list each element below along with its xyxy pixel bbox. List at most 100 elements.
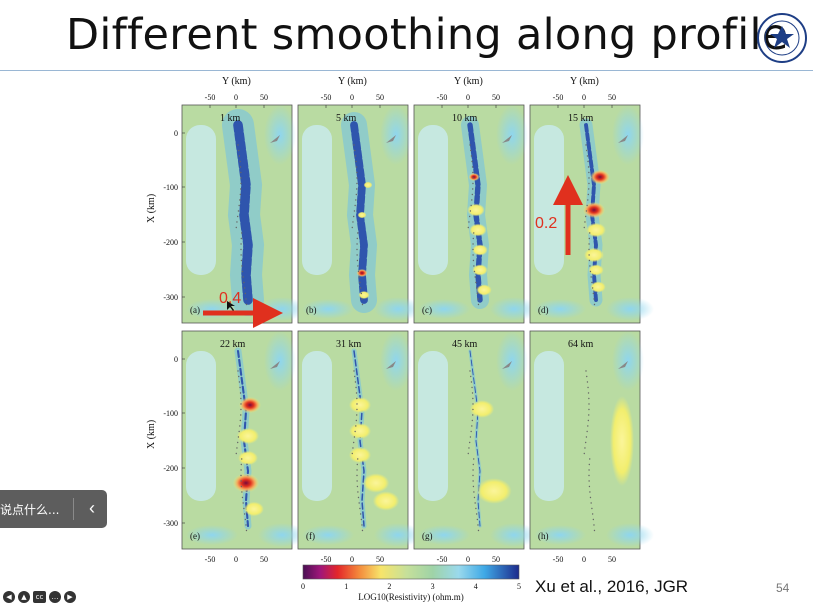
- station-marker: [355, 386, 357, 389]
- station-marker: [587, 392, 590, 394]
- station-marker: [360, 292, 363, 295]
- station-marker: [356, 474, 358, 477]
- more-options-icon[interactable]: …: [49, 591, 61, 603]
- station-marker: [588, 397, 590, 400]
- station-marker: [355, 199, 357, 201]
- station-marker: [235, 226, 237, 229]
- station-marker: [239, 425, 241, 427]
- station-marker: [356, 480, 358, 482]
- station-marker: [238, 430, 240, 433]
- y-axis-title: Y (km): [570, 76, 599, 87]
- station-marker: [238, 375, 240, 378]
- station-marker: [585, 436, 588, 438]
- panel-blue-zone: [186, 351, 216, 501]
- station-marker: [356, 177, 358, 179]
- station-marker: [359, 287, 362, 289]
- panel-depth-label: 1 km: [220, 113, 241, 124]
- station-marker: [472, 463, 475, 466]
- y-tick-label: -50: [437, 93, 448, 102]
- map-panel: 22 km (e): [181, 330, 306, 550]
- station-marker: [359, 507, 361, 510]
- panel-depth-label: 22 km: [220, 339, 246, 350]
- chat-side-panel[interactable]: 说点什么... ‹: [0, 490, 107, 528]
- station-marker: [593, 303, 596, 306]
- station-marker: [361, 529, 364, 532]
- station-marker: [357, 496, 360, 499]
- station-marker: [473, 232, 475, 234]
- panel-letter: (g): [422, 531, 433, 541]
- chevron-left-icon[interactable]: ‹: [89, 498, 95, 518]
- station-marker: [469, 370, 471, 372]
- conductor-band: [233, 120, 253, 305]
- y-tick-label: -50: [553, 93, 564, 102]
- station-marker: [472, 254, 474, 256]
- station-marker: [587, 160, 589, 163]
- station-marker: [589, 232, 591, 234]
- mouse-cursor-icon: [227, 301, 235, 311]
- station-marker: [238, 381, 241, 383]
- panel-letter: (h): [538, 531, 549, 541]
- station-marker: [587, 419, 590, 422]
- resistive-anomaly: [362, 473, 390, 493]
- previous-slide-icon[interactable]: ◀: [3, 591, 15, 603]
- panel-letter: (b): [306, 305, 317, 315]
- station-marker: [240, 254, 242, 256]
- station-marker: [587, 386, 589, 389]
- station-marker: [241, 232, 243, 234]
- station-marker: [584, 221, 586, 223]
- station-marker: [593, 529, 596, 532]
- y-axis-title: Y (km): [454, 76, 483, 87]
- panel-blue-zone: [374, 297, 422, 321]
- horizontal-arrow-label: 0.4: [219, 290, 241, 307]
- station-marker: [245, 529, 248, 532]
- station-marker: [357, 491, 359, 493]
- station-marker: [354, 375, 356, 378]
- station-marker: [355, 392, 358, 394]
- y-tick-label: 50: [608, 555, 616, 564]
- next-slide-icon[interactable]: ▶: [64, 591, 76, 603]
- station-marker: [470, 149, 472, 152]
- x-tick-label: -200: [163, 464, 178, 473]
- station-marker: [591, 281, 593, 284]
- x-tick-label: 0: [174, 355, 178, 364]
- station-marker: [475, 281, 477, 284]
- resistive-anomaly: [469, 223, 487, 237]
- resistive-anomaly: [238, 450, 258, 466]
- station-marker: [236, 215, 239, 218]
- station-marker: [468, 447, 470, 449]
- x-tick-label: 0: [174, 129, 178, 138]
- station-marker: [470, 375, 472, 378]
- station-marker: [472, 248, 474, 251]
- station-marker: [477, 524, 479, 526]
- captions-icon[interactable]: cc: [33, 591, 46, 603]
- station-marker: [583, 452, 585, 455]
- station-marker: [239, 419, 242, 422]
- station-marker: [585, 370, 587, 372]
- station-marker: [584, 441, 587, 444]
- station-marker: [235, 452, 237, 455]
- station-marker: [591, 513, 594, 515]
- chat-prompt-text[interactable]: 说点什么...: [0, 503, 60, 517]
- station-marker: [586, 155, 589, 157]
- x-tick-label: -300: [163, 293, 178, 302]
- pen-icon[interactable]: ▲: [18, 591, 30, 603]
- station-marker: [356, 248, 358, 251]
- station-marker: [239, 199, 241, 201]
- colorbar-tick-label: 1: [344, 582, 348, 591]
- station-marker: [240, 469, 242, 471]
- station-marker: [357, 232, 359, 234]
- station-marker: [474, 502, 476, 504]
- north-arrow-icon: [270, 135, 280, 143]
- panel-depth-label: 5 km: [336, 113, 357, 124]
- station-marker: [469, 210, 472, 212]
- panel-blue-zone: [186, 525, 238, 545]
- station-marker: [354, 149, 356, 152]
- station-marker: [470, 204, 472, 207]
- station-marker: [588, 463, 591, 466]
- station-marker: [240, 397, 242, 400]
- x-tick-label: -300: [163, 519, 178, 528]
- panel-letter: (d): [538, 305, 549, 315]
- station-marker: [355, 193, 358, 196]
- y-tick-label: 50: [260, 93, 268, 102]
- station-marker: [238, 204, 240, 207]
